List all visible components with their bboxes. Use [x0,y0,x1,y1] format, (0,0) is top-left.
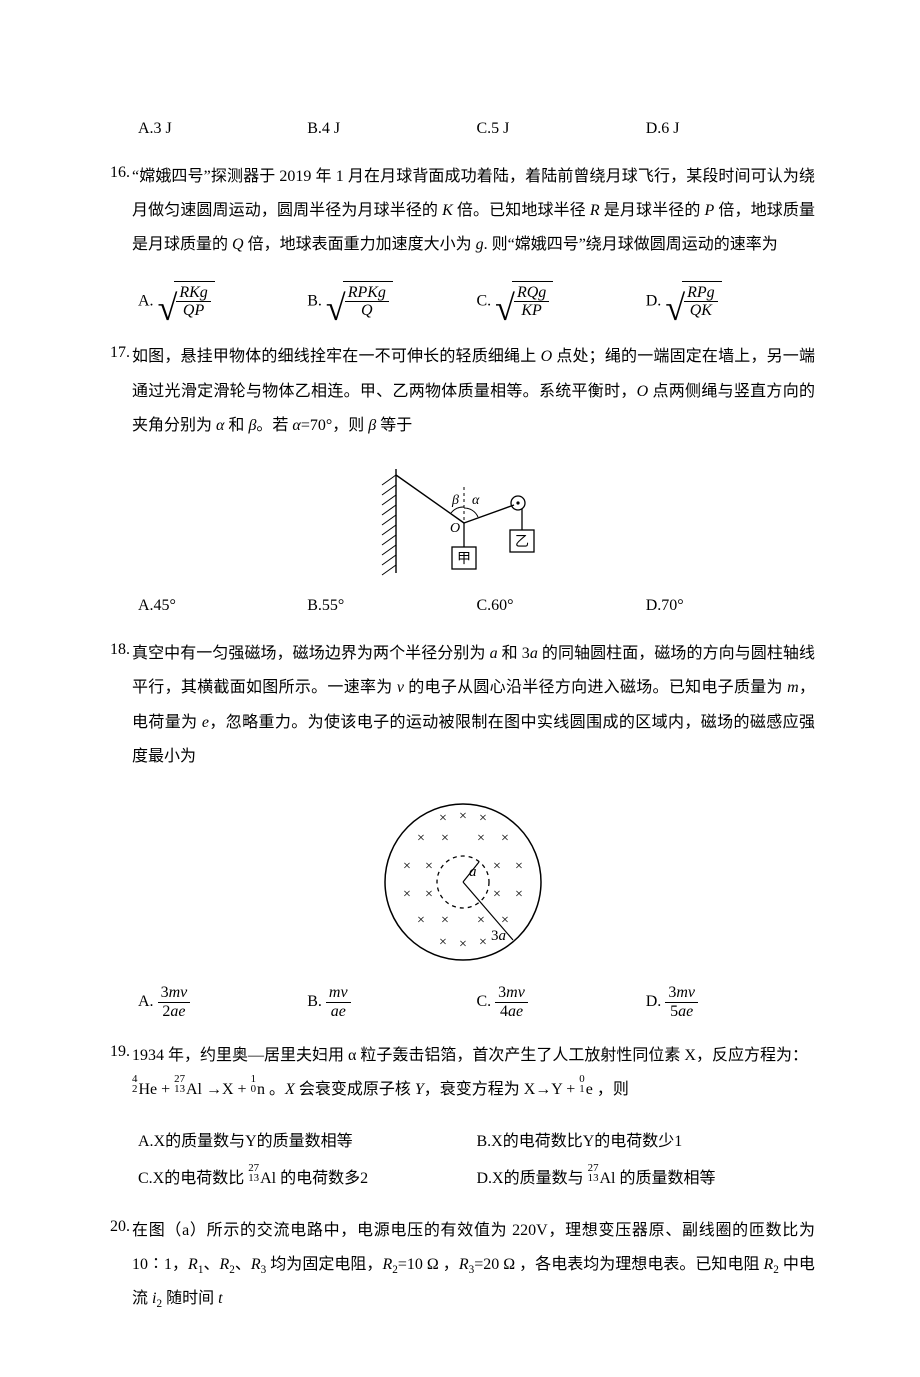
svg-text:×: × [493,859,501,874]
q17-opt-A: A.45° [138,593,307,619]
q20-number: 20. [110,1214,130,1317]
q18-opt-D: D. 3mv5ae [646,984,815,1020]
svg-text:×: × [403,859,411,874]
q16-opt-A: A. √ RKgQP [138,281,307,322]
q18-options: A. 3mv2ae B. mvae C. 3mv4ae D. 3mv5ae [138,984,815,1020]
q17-number: 17. [110,340,130,443]
svg-text:×: × [403,887,411,902]
q16-number: 16. [110,160,130,263]
q20: 20. 在图（a）所示的交流电路中，电源电压的有效值为 220V，理想变压器原、… [110,1214,815,1317]
svg-text:×: × [479,811,487,826]
svg-text:a: a [469,864,477,880]
q17-figure: 甲 乙 β α O [110,461,815,581]
q16-options: A. √ RKgQP B. √ RPKgQ C. √ RQgKP D. √ RP… [138,281,815,322]
q16: 16. “嫦娥四号”探测器于 2019 年 1 月在月球背面成功着陆，着陆前曾绕… [110,160,815,263]
q17-options: A.45° B.55° C.60° D.70° [138,593,815,619]
q19-text: 1934 年，约里奥—居里夫妇用 α 粒子轰击铝箔，首次产生了人工放射性同位素 … [132,1039,815,1108]
q17: 17. 如图，悬挂甲物体的细线拴牢在一不可伸长的轻质细绳上 O 点处；绳的一端固… [110,340,815,443]
q19-opt-C: C.X的电荷数比 2713Al 的电荷数多2 [138,1159,477,1196]
q18-opt-A: A. 3mv2ae [138,984,307,1020]
q19: 19. 1934 年，约里奥—居里夫妇用 α 粒子轰击铝箔，首次产生了人工放射性… [110,1039,815,1108]
svg-text:×: × [417,831,425,846]
svg-text:甲: 甲 [457,552,471,567]
q16-opt-D: D. √ RPgQK [646,281,815,322]
svg-text:×: × [417,913,425,928]
svg-text:×: × [425,859,433,874]
q19-opt-A: A.X的质量数与Y的质量数相等 [138,1125,477,1159]
svg-text:×: × [441,831,449,846]
svg-text:β: β [451,493,459,508]
q15-opt-C: C.5 J [477,116,646,142]
q18-figure: a 3a ××× ×××× ×××× ×××× ×××× ××× [110,792,815,972]
q16-opt-C: C. √ RQgKP [477,281,646,322]
q19-opt-D: D.X的质量数与 2713Al 的质量数相等 [477,1159,816,1196]
svg-text:×: × [493,887,501,902]
svg-text:3a: 3a [491,928,506,944]
q17-opt-C: C.60° [477,593,646,619]
svg-text:×: × [479,935,487,950]
q18-number: 18. [110,637,130,775]
q18: 18. 真空中有一匀强磁场，磁场边界为两个半径分别为 a 和 3a 的同轴圆柱面… [110,637,815,775]
svg-text:O: O [450,521,460,536]
q15-opt-D: D.6 J [646,116,815,142]
svg-text:×: × [501,913,509,928]
q17-text: 如图，悬挂甲物体的细线拴牢在一不可伸长的轻质细绳上 O 点处；绳的一端固定在墙上… [132,340,815,443]
q19-options: A.X的质量数与Y的质量数相等 B.X的电荷数比Y的电荷数少1 C.X的电荷数比… [138,1125,815,1195]
svg-text:乙: 乙 [515,534,529,550]
svg-text:×: × [515,887,523,902]
svg-text:×: × [459,937,467,952]
q15-opt-A: A.3 J [138,116,307,142]
q19-number: 19. [110,1039,130,1108]
svg-text:×: × [477,831,485,846]
q20-text: 在图（a）所示的交流电路中，电源电压的有效值为 220V，理想变压器原、副线圈的… [132,1214,815,1317]
q16-opt-B: B. √ RPKgQ [307,281,476,322]
q17-opt-D: D.70° [646,593,815,619]
q15-options: A.3 J B.4 J C.5 J D.6 J [138,116,815,142]
svg-text:×: × [515,859,523,874]
q18-opt-B: B. mvae [307,984,476,1020]
svg-text:×: × [439,811,447,826]
svg-text:×: × [477,913,485,928]
q19-opt-B: B.X的电荷数比Y的电荷数少1 [477,1125,816,1159]
q16-text: “嫦娥四号”探测器于 2019 年 1 月在月球背面成功着陆，着陆前曾绕月球飞行… [132,160,815,263]
svg-text:×: × [425,887,433,902]
svg-text:×: × [441,913,449,928]
svg-text:×: × [501,831,509,846]
q18-text: 真空中有一匀强磁场，磁场边界为两个半径分别为 a 和 3a 的同轴圆柱面，磁场的… [132,637,815,775]
svg-text:×: × [439,935,447,950]
q15-opt-B: B.4 J [307,116,476,142]
q18-opt-C: C. 3mv4ae [477,984,646,1020]
q17-opt-B: B.55° [307,593,476,619]
svg-text:×: × [459,809,467,824]
svg-text:α: α [472,493,480,508]
